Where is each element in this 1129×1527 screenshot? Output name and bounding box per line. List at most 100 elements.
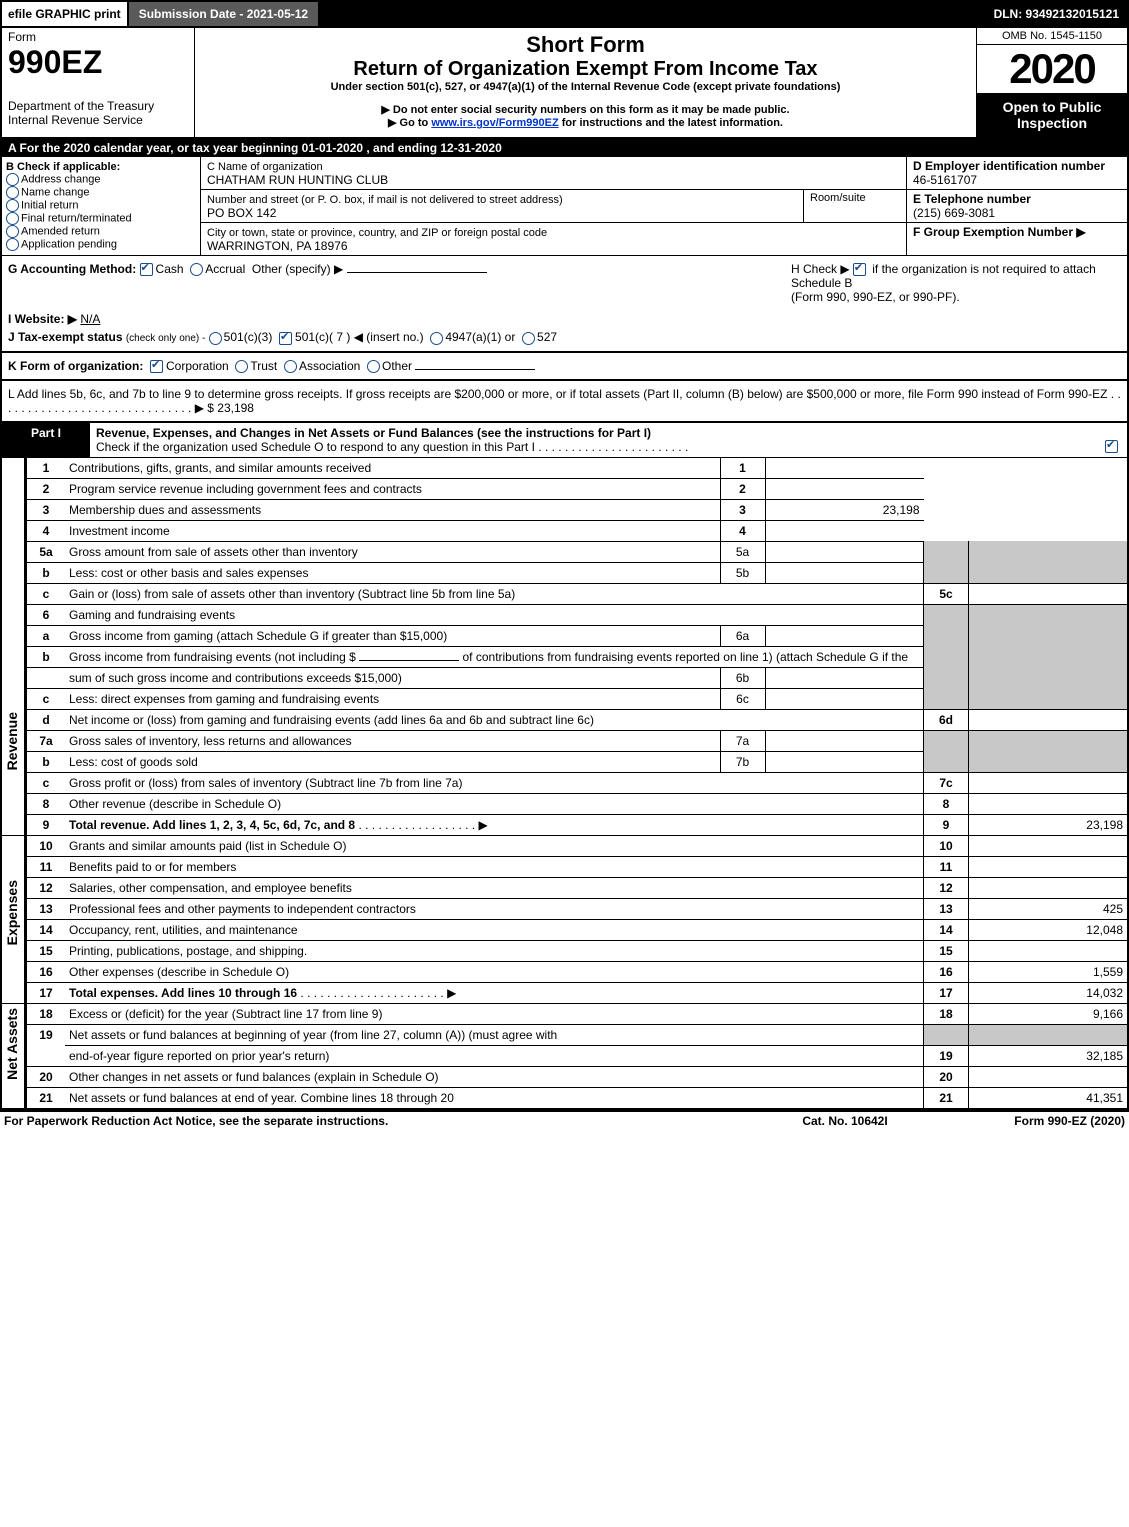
opt-application-pending: Application pending [21, 238, 117, 250]
opt-accrual: Accrual [205, 262, 245, 276]
line-16: Other expenses (describe in Schedule O) [65, 961, 924, 982]
box-l-amount: ▶ $ 23,198 [195, 401, 254, 415]
box-b-label: B Check if applicable: [6, 161, 120, 173]
opt-527: 527 [537, 330, 557, 344]
line-5b: Less: cost or other basis and sales expe… [65, 562, 720, 583]
line-15: Printing, publications, postage, and shi… [65, 940, 924, 961]
line-11: Benefits paid to or for members [65, 856, 924, 877]
note-ssn: ▶ Do not enter social security numbers o… [203, 103, 968, 116]
line-a-taxyear: A For the 2020 calendar year, or tax yea… [0, 139, 1129, 157]
street-value: PO BOX 142 [207, 206, 276, 220]
note-goto-pre: ▶ Go to [388, 117, 431, 129]
opt-association: Association [299, 359, 360, 373]
opt-other-org: Other [382, 359, 412, 373]
check-schedule-b[interactable] [853, 263, 866, 276]
title-return: Return of Organization Exempt From Incom… [203, 58, 968, 81]
note-goto-post: for instructions and the latest informat… [559, 117, 783, 129]
part1-label: Part I [2, 422, 90, 458]
check-final-return[interactable] [6, 212, 19, 225]
page-footer: For Paperwork Reduction Act Notice, see … [0, 1110, 1129, 1130]
ein-value: 46-5161707 [913, 173, 977, 187]
box-d-label: D Employer identification number [913, 159, 1105, 173]
opt-cash: Cash [156, 262, 184, 276]
check-initial-return[interactable] [6, 199, 19, 212]
line-19-2: end-of-year figure reported on prior yea… [65, 1045, 924, 1066]
footer-left: For Paperwork Reduction Act Notice, see … [4, 1114, 745, 1128]
side-expenses: Expenses [0, 836, 25, 1004]
opt-501c: 501(c)( 7 ) ◀ (insert no.) [295, 330, 424, 344]
check-corporation[interactable] [150, 360, 163, 373]
subtitle: Under section 501(c), 527, or 4947(a)(1)… [203, 81, 968, 93]
top-bar: efile GRAPHIC print Submission Date - 20… [0, 0, 1129, 28]
title-short-form: Short Form [203, 32, 968, 58]
line-6b-2: of contributions from fundraising events… [463, 650, 909, 664]
line-6b-1: Gross income from fundraising events (no… [69, 650, 356, 664]
check-accrual[interactable] [190, 263, 203, 276]
section-l: L Add lines 5b, 6c, and 7b to line 9 to … [0, 380, 1129, 422]
netassets-table: 18Excess or (deficit) for the year (Subt… [25, 1004, 1129, 1110]
box-b: B Check if applicable: Address change Na… [2, 157, 201, 255]
check-other-org[interactable] [367, 360, 380, 373]
box-k-label: K Form of organization: [8, 359, 143, 373]
line-4: Investment income [65, 520, 720, 541]
amt-9: 23,198 [969, 814, 1129, 835]
opt-final-return: Final return/terminated [21, 212, 132, 224]
efile-label[interactable]: efile GRAPHIC print [2, 2, 127, 26]
check-trust[interactable] [235, 360, 248, 373]
part1-title: Revenue, Expenses, and Changes in Net As… [96, 426, 651, 440]
side-netassets: Net Assets [0, 1004, 25, 1110]
opt-corporation: Corporation [166, 359, 229, 373]
irs-link[interactable]: www.irs.gov/Form990EZ [431, 117, 558, 129]
line-9: Total revenue. Add lines 1, 2, 3, 4, 5c,… [69, 818, 355, 832]
check-527[interactable] [522, 332, 535, 345]
check-amended-return[interactable] [6, 225, 19, 238]
box-j-note: (check only one) - [126, 333, 205, 344]
check-501c3[interactable] [209, 332, 222, 345]
street-label: Number and street (or P. O. box, if mail… [207, 194, 563, 206]
opt-initial-return: Initial return [21, 199, 78, 211]
check-name-change[interactable] [6, 186, 19, 199]
footer-form: Form 990-EZ (2020) [945, 1114, 1125, 1128]
line-6c: Less: direct expenses from gaming and fu… [65, 688, 720, 709]
label-revenue: Revenue [2, 708, 22, 774]
dept-label: Department of the Treasury [8, 99, 188, 113]
box-j-label: J Tax-exempt status [8, 330, 123, 344]
side-revenue: Revenue [0, 458, 25, 836]
label-netassets: Net Assets [2, 1004, 22, 1084]
box-h-pre: H Check ▶ [791, 262, 850, 276]
line-1: Contributions, gifts, grants, and simila… [65, 458, 720, 479]
entity-info: B Check if applicable: Address change Na… [0, 157, 1129, 256]
check-schedule-o[interactable] [1105, 440, 1118, 453]
line-6: Gaming and fundraising events [65, 604, 924, 625]
city-value: WARRINGTON, PA 18976 [207, 239, 348, 253]
line-21: Net assets or fund balances at end of ye… [65, 1087, 924, 1109]
amt-18: 9,166 [969, 1004, 1129, 1025]
amt-21: 41,351 [969, 1087, 1129, 1109]
line-2: Program service revenue including govern… [65, 478, 720, 499]
check-4947[interactable] [430, 332, 443, 345]
line-14: Occupancy, rent, utilities, and maintena… [65, 919, 924, 940]
check-address-change[interactable] [6, 173, 19, 186]
box-f-label: F Group Exemption Number ▶ [913, 225, 1086, 239]
part1-check-note: Check if the organization used Schedule … [96, 440, 535, 454]
line-13: Professional fees and other payments to … [65, 898, 924, 919]
opt-other-method: Other (specify) ▶ [252, 262, 343, 276]
check-association[interactable] [284, 360, 297, 373]
opt-4947: 4947(a)(1) or [445, 330, 515, 344]
line-17: Total expenses. Add lines 10 through 16 [69, 986, 297, 1000]
check-501c[interactable] [279, 332, 292, 345]
note-goto: ▶ Go to www.irs.gov/Form990EZ for instru… [203, 116, 968, 129]
check-application-pending[interactable] [6, 238, 19, 251]
irs-label: Internal Revenue Service [8, 113, 188, 127]
check-cash[interactable] [140, 263, 153, 276]
opt-amended-return: Amended return [21, 225, 100, 237]
opt-address-change: Address change [21, 173, 101, 185]
amt-3: 23,198 [765, 499, 924, 520]
dln-label: DLN: 93492132015121 [986, 7, 1127, 21]
line-7c: Gross profit or (loss) from sales of inv… [65, 772, 924, 793]
line-10: Grants and similar amounts paid (list in… [65, 836, 924, 857]
form-word: Form [8, 30, 188, 44]
tax-year: 2020 [977, 45, 1127, 93]
form-header: Form 990EZ Department of the Treasury In… [0, 28, 1129, 139]
website-value: N/A [80, 312, 100, 326]
